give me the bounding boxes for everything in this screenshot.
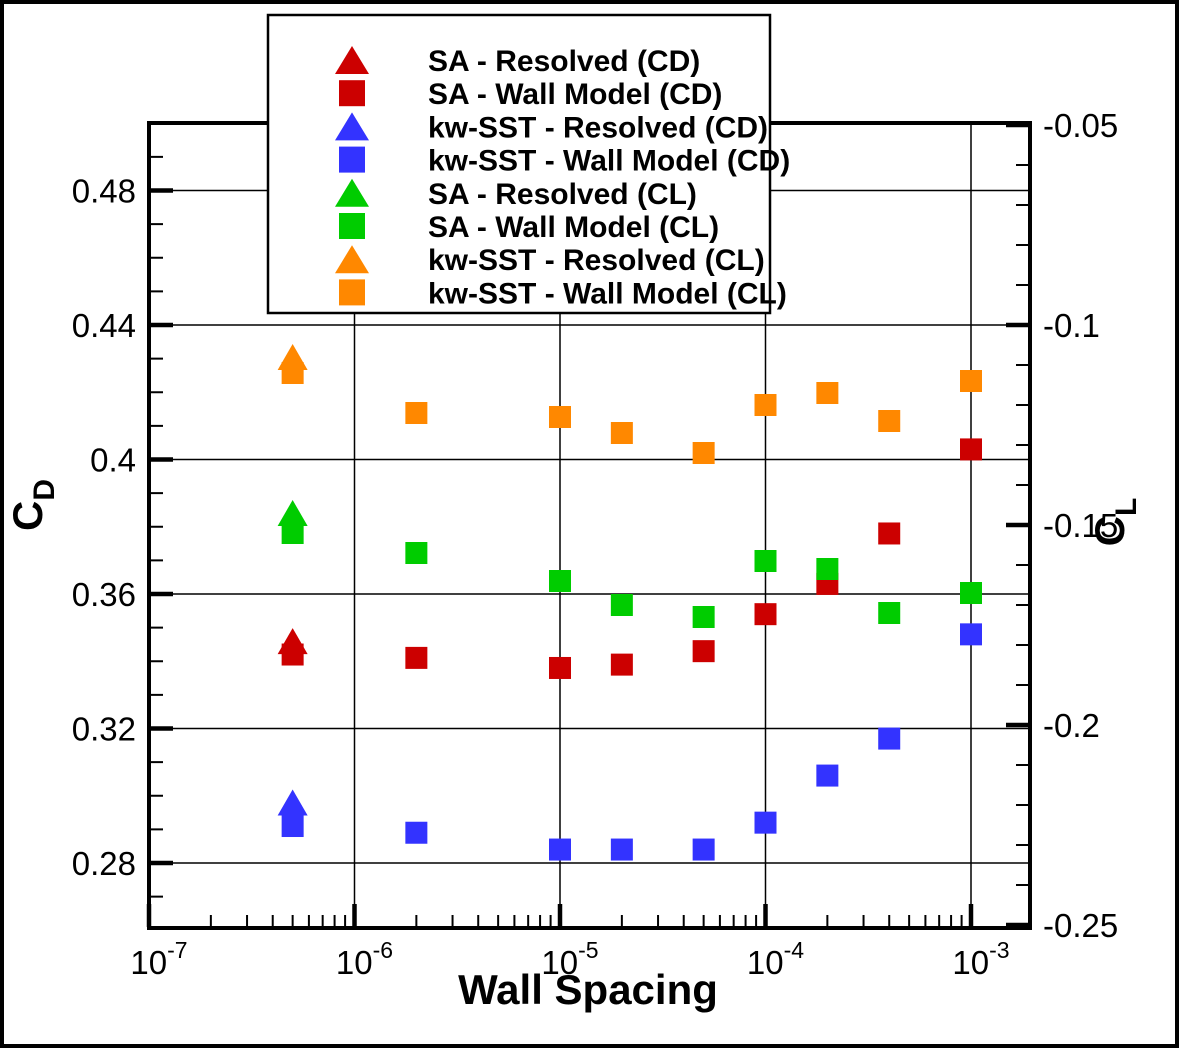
right-tick-label: -0.15	[1043, 507, 1118, 544]
x-axis-title: Wall Spacing	[458, 966, 718, 1013]
legend-item-label: kw-SST - Wall Model (CL)	[428, 277, 787, 310]
x-tick-label: 10-3	[952, 937, 1009, 981]
square-marker	[960, 582, 982, 604]
series-sa-resolved-cl-	[277, 500, 308, 526]
square-marker	[549, 656, 571, 679]
left-tick-label: 0.44	[72, 307, 136, 344]
square-marker	[549, 570, 571, 592]
square-marker	[549, 406, 571, 428]
square-marker	[610, 422, 633, 444]
square-marker	[339, 80, 365, 107]
legend-item-label: SA - Wall Model (CD)	[428, 78, 722, 111]
left-tick-label: 0.32	[72, 711, 136, 748]
series-kw-sst-wall-model-cl-	[281, 362, 982, 464]
legend-item-label: SA - Resolved (CL)	[428, 178, 697, 211]
square-marker	[339, 146, 365, 173]
x-tick-label: 10-4	[747, 937, 804, 981]
x-tick-label: 10-6	[336, 937, 393, 981]
marker-layer	[277, 344, 982, 861]
square-marker	[549, 838, 571, 861]
left-tick-label: 0.4	[90, 442, 136, 479]
square-marker	[960, 370, 982, 392]
square-marker	[754, 550, 777, 572]
legend-item: SA - Wall Model (CL)	[339, 211, 719, 244]
triangle-marker	[335, 46, 369, 74]
series-kw-sst-resolved-cl-	[277, 344, 308, 370]
triangle-marker	[335, 178, 369, 207]
right-axis-title: CL	[1086, 498, 1143, 547]
square-marker	[960, 438, 982, 461]
square-marker	[405, 646, 428, 669]
legend-item: SA - Wall Model (CD)	[339, 78, 722, 111]
legend-item-label: kw-SST - Wall Model (CD)	[428, 145, 790, 178]
triangle-marker	[277, 628, 308, 655]
square-marker	[692, 838, 715, 861]
square-marker	[610, 594, 633, 616]
square-marker	[878, 522, 901, 545]
triangle-marker	[335, 112, 369, 141]
x-tick-label: 10-7	[130, 937, 187, 981]
square-marker	[610, 838, 633, 861]
square-marker	[754, 603, 777, 626]
legend-layer: SA - Resolved (CD)SA - Wall Model (CD)kw…	[266, 13, 790, 315]
series-kw-sst-resolved-cd-	[277, 789, 308, 816]
triangle-marker	[277, 344, 308, 370]
square-marker	[281, 522, 304, 544]
square-marker	[281, 815, 304, 838]
square-marker	[405, 402, 428, 424]
triangle-marker	[335, 245, 369, 274]
square-marker	[754, 811, 777, 834]
series-sa-wall-model-cl-	[281, 522, 982, 628]
left-tick-label: 0.28	[72, 845, 136, 882]
square-marker	[405, 542, 428, 564]
square-marker	[878, 410, 901, 432]
label-layer: Wall Spacing 0.28 0.32 0.36 0.4 0.44 0.48 -0.0…	[4, 107, 1143, 1013]
square-marker	[692, 442, 715, 464]
legend-item: SA - Resolved (CD)	[335, 45, 700, 78]
square-marker	[816, 764, 839, 787]
legend-item-label: kw-SST - Resolved (CD)	[428, 111, 768, 144]
square-marker	[405, 821, 428, 844]
triangle-marker	[277, 500, 308, 526]
legend-item: kw-SST - Wall Model (CL)	[339, 277, 787, 310]
legend-item: kw-SST - Wall Model (CD)	[339, 145, 790, 178]
series-sa-resolved-cd-	[277, 628, 308, 655]
legend-item: kw-SST - Resolved (CD)	[335, 111, 768, 144]
left-tick-label: 0.36	[72, 576, 136, 613]
square-marker	[339, 279, 365, 306]
legend-item-label: SA - Resolved (CD)	[428, 45, 700, 78]
square-marker	[878, 727, 901, 750]
legend-item-label: kw-SST - Resolved (CL)	[428, 244, 765, 277]
square-marker	[692, 640, 715, 663]
square-marker	[816, 382, 839, 404]
right-tick-label: -0.25	[1043, 907, 1118, 944]
legend-item-label: SA - Wall Model (CL)	[428, 211, 719, 244]
left-axis-title: CD	[4, 479, 61, 531]
series-kw-sst-wall-model-cd-	[281, 623, 982, 861]
square-marker	[816, 558, 839, 580]
triangle-marker	[277, 789, 308, 816]
right-tick-label: -0.05	[1043, 107, 1118, 144]
series-sa-wall-model-cd-	[281, 438, 982, 679]
square-marker	[692, 606, 715, 628]
left-tick-label: 0.48	[72, 173, 136, 210]
right-tick-label: -0.1	[1043, 307, 1100, 344]
x-tick-label: 10-5	[541, 937, 598, 981]
square-marker	[960, 623, 982, 646]
square-marker	[878, 602, 901, 624]
legend-item: SA - Resolved (CL)	[335, 178, 697, 211]
legend-item: kw-SST - Resolved (CL)	[335, 244, 765, 277]
right-tick-label: -0.2	[1043, 707, 1100, 744]
square-marker	[610, 653, 633, 676]
square-marker	[339, 213, 365, 239]
square-marker	[754, 394, 777, 416]
